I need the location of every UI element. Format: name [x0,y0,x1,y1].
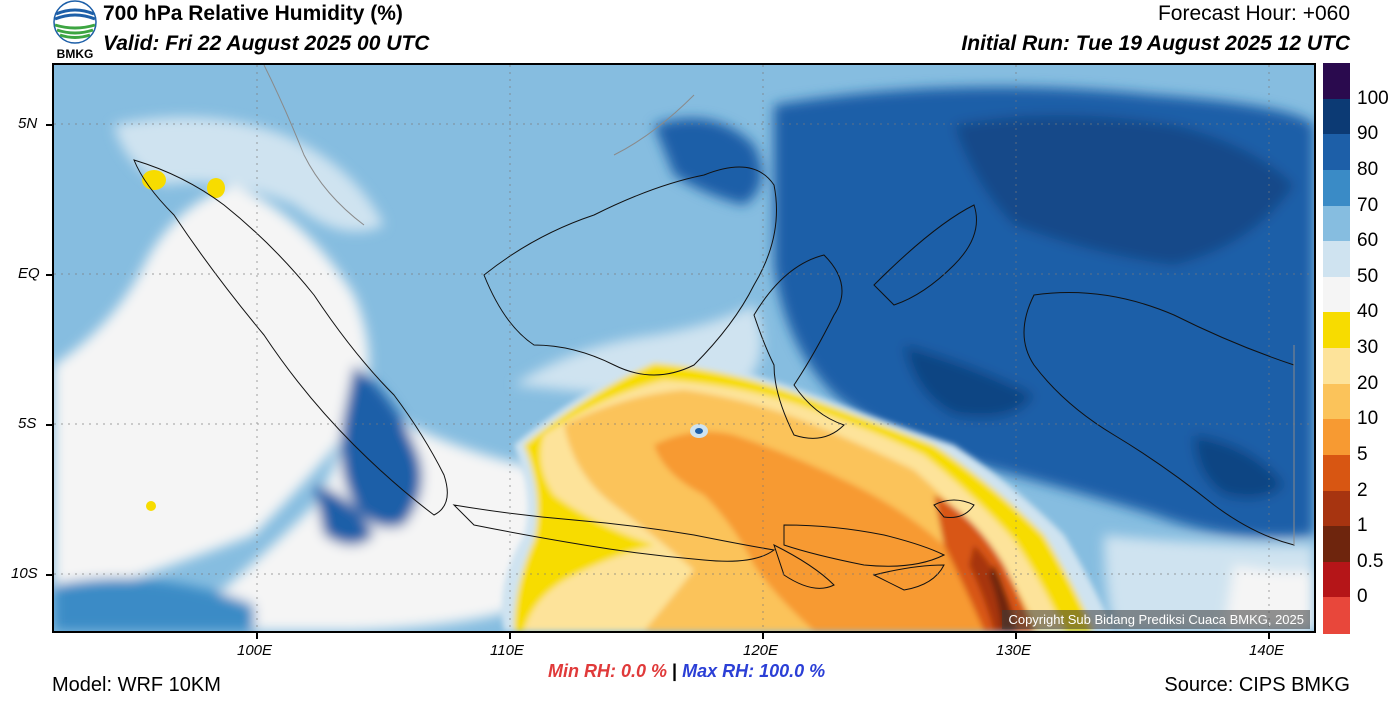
max-rh: Max RH: 100.0 % [682,661,826,681]
lon-tick [1268,633,1270,639]
lat-tick [46,274,52,276]
colorbar-segment [1323,241,1350,278]
logo-text: BMKG [57,47,94,61]
colorbar-label: 10 [1357,408,1379,430]
colorbar-segment [1323,169,1350,206]
colorbar-segment [1323,134,1350,171]
stats-separator: | [672,661,678,681]
lat-tick [46,574,52,576]
rh-stats: Min RH: 0.0 % | Max RH: 100.0 % [548,661,825,682]
initial-run: Initial Run: Tue 19 August 2025 12 UTC [961,32,1350,55]
source-label: Source: CIPS BMKG [1164,674,1350,696]
rh-map-field [54,65,1314,631]
colorbar-segment [1323,561,1350,598]
colorbar-label: 40 [1357,301,1379,323]
coastlines [133,159,1295,591]
lon-label-140e: 140E [1249,642,1285,659]
bmkg-logo: BMKG [50,0,100,62]
colorbar-segment [1323,276,1350,313]
colorbar-label: 80 [1357,158,1379,180]
forecast-hour: Forecast Hour: +060 [1157,2,1350,25]
colorbar-label: 1 [1357,515,1368,537]
colorbar-segment [1323,383,1350,420]
colorbar-label: 60 [1357,230,1379,252]
colorbar-segment [1323,419,1350,456]
lon-tick [762,633,764,639]
colorbar-segment [1323,454,1350,491]
colorbar [1323,63,1350,634]
colorbar-label: 70 [1357,194,1379,216]
colorbar-segment [1323,490,1350,527]
rh-map: Copyright Sub Bidang Prediksi Cuaca BMKG… [52,63,1316,633]
lon-tick [256,633,258,639]
valid-time: Valid: Fri 22 August 2025 00 UTC [103,32,430,55]
colorbar-segment [1323,312,1350,349]
colorbar-label: 100 [1357,87,1389,109]
colorbar-segment [1323,205,1350,242]
colorbar-label: 50 [1357,265,1379,287]
lat-tick [46,424,52,426]
colorbar-label: 0.5 [1357,550,1384,572]
lat-tick [46,124,52,126]
lat-label-5n: 5N [18,115,38,132]
lon-tick [509,633,511,639]
colorbar-label: 30 [1357,337,1379,358]
copyright-notice: Copyright Sub Bidang Prediksi Cuaca BMKG… [1002,610,1310,629]
colorbar-segment [1323,98,1350,135]
min-rh: Min RH: 0.0 % [548,661,668,681]
chart-title: 700 hPa Relative Humidity (%) [103,2,403,25]
lat-label-10s: 10S [11,565,38,582]
colorbar-label: 90 [1357,123,1379,145]
model-label: Model: WRF 10KM [52,674,221,696]
lon-label-100e: 100E [237,642,273,659]
colorbar-segment [1323,348,1350,385]
graticule [54,65,1314,631]
colorbar-segment [1323,63,1350,100]
lon-label-120e: 120E [743,642,779,659]
colorbar-segment [1323,597,1350,634]
lon-label-110e: 110E [490,642,524,659]
lon-label-130e: 130E [996,642,1032,659]
colorbar-label: 0 [1357,586,1368,608]
lat-label-5s: 5S [18,415,37,432]
lat-label-eq: EQ [18,265,40,282]
colorbar-label: 5 [1357,443,1368,465]
colorbar-segment [1323,526,1350,563]
colorbar-label: 20 [1357,372,1379,394]
lon-tick [1015,633,1017,639]
colorbar-label: 2 [1357,479,1368,501]
